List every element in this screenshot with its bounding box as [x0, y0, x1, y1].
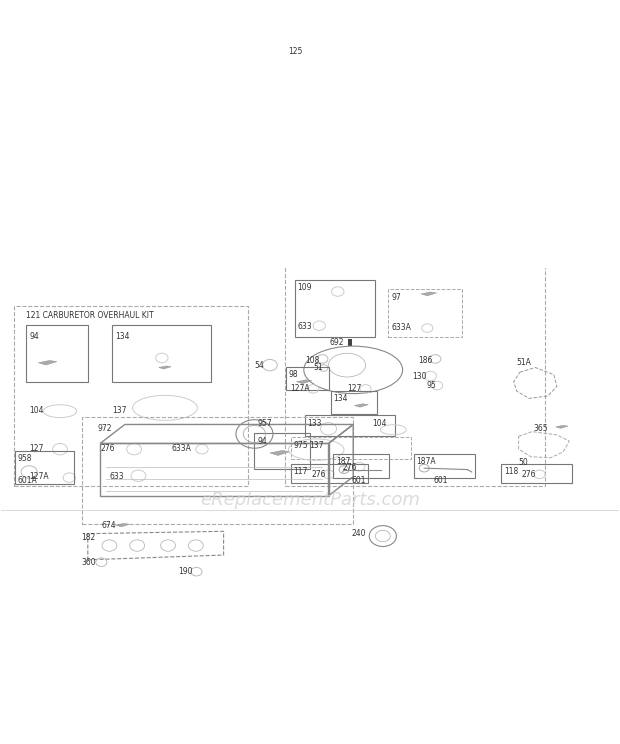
Polygon shape: [355, 404, 368, 407]
Polygon shape: [115, 524, 130, 527]
Text: 54: 54: [254, 361, 264, 370]
Bar: [348, 339, 352, 346]
Text: 117: 117: [293, 467, 308, 476]
Text: 190: 190: [178, 567, 192, 576]
Bar: [294, 280, 375, 336]
Bar: [331, 391, 378, 414]
Bar: [82, 417, 353, 525]
Text: 276: 276: [343, 463, 357, 472]
Text: 692: 692: [330, 339, 344, 347]
Text: 127: 127: [29, 443, 43, 452]
Polygon shape: [38, 360, 57, 365]
Polygon shape: [270, 451, 290, 455]
Text: 50: 50: [518, 458, 528, 466]
Text: 601A: 601A: [17, 476, 37, 485]
Text: 130: 130: [412, 373, 427, 382]
Bar: [291, 437, 411, 459]
Polygon shape: [296, 380, 312, 384]
Text: 51A: 51A: [516, 359, 531, 368]
Text: 104: 104: [372, 419, 386, 428]
Text: 240: 240: [352, 529, 366, 538]
Text: 127A: 127A: [29, 472, 49, 481]
Text: 133: 133: [308, 419, 322, 428]
Bar: [26, 325, 88, 382]
Bar: [502, 464, 572, 483]
Text: 365: 365: [533, 424, 548, 433]
Bar: [112, 325, 211, 382]
Text: 957: 957: [257, 419, 272, 428]
Bar: [15, 451, 74, 484]
Text: 127A: 127A: [290, 385, 310, 394]
Text: 187: 187: [336, 457, 350, 466]
Text: 276: 276: [311, 469, 326, 479]
Text: 186: 186: [418, 356, 433, 365]
Text: 601: 601: [352, 476, 366, 485]
Bar: [305, 415, 394, 436]
Text: 958: 958: [17, 454, 32, 463]
Text: 109: 109: [298, 283, 312, 292]
Bar: [388, 289, 463, 336]
Text: 104: 104: [29, 405, 43, 414]
Text: 134: 134: [115, 332, 130, 341]
Text: 276: 276: [521, 469, 536, 479]
Text: 95: 95: [426, 381, 436, 390]
Text: 633: 633: [109, 472, 124, 481]
Text: 137: 137: [112, 405, 127, 414]
Text: 360: 360: [82, 558, 96, 567]
Text: 276: 276: [100, 443, 115, 452]
Text: 51: 51: [314, 364, 323, 373]
Text: 182: 182: [82, 533, 96, 542]
Text: 98: 98: [288, 371, 298, 379]
Polygon shape: [556, 426, 568, 429]
Text: 118: 118: [504, 467, 518, 476]
Text: 137: 137: [309, 440, 323, 449]
Text: eReplacementParts.com: eReplacementParts.com: [200, 492, 420, 510]
Text: 187A: 187A: [416, 457, 436, 466]
Text: 633: 633: [298, 322, 312, 331]
Text: 108: 108: [305, 356, 319, 365]
Text: 972: 972: [97, 423, 112, 432]
Text: 94: 94: [257, 437, 267, 446]
Text: 134: 134: [334, 394, 348, 403]
Bar: [286, 367, 329, 390]
Bar: [414, 454, 476, 478]
Text: 125: 125: [288, 47, 303, 56]
Text: 94: 94: [29, 332, 39, 341]
Polygon shape: [159, 366, 171, 369]
Text: 121 CARBURETOR OVERHAUL KIT: 121 CARBURETOR OVERHAUL KIT: [26, 310, 154, 319]
Bar: [285, 45, 544, 486]
Text: 674: 674: [102, 521, 116, 530]
Text: 127: 127: [347, 385, 361, 394]
Text: 97: 97: [391, 293, 401, 302]
Polygon shape: [421, 292, 436, 296]
Bar: [14, 306, 248, 486]
Bar: [254, 434, 310, 469]
Text: 633A: 633A: [171, 443, 191, 452]
Text: 601: 601: [433, 476, 448, 485]
Bar: [334, 454, 389, 478]
Bar: [291, 464, 368, 483]
Text: 975: 975: [293, 440, 308, 449]
Text: 633A: 633A: [391, 323, 411, 332]
